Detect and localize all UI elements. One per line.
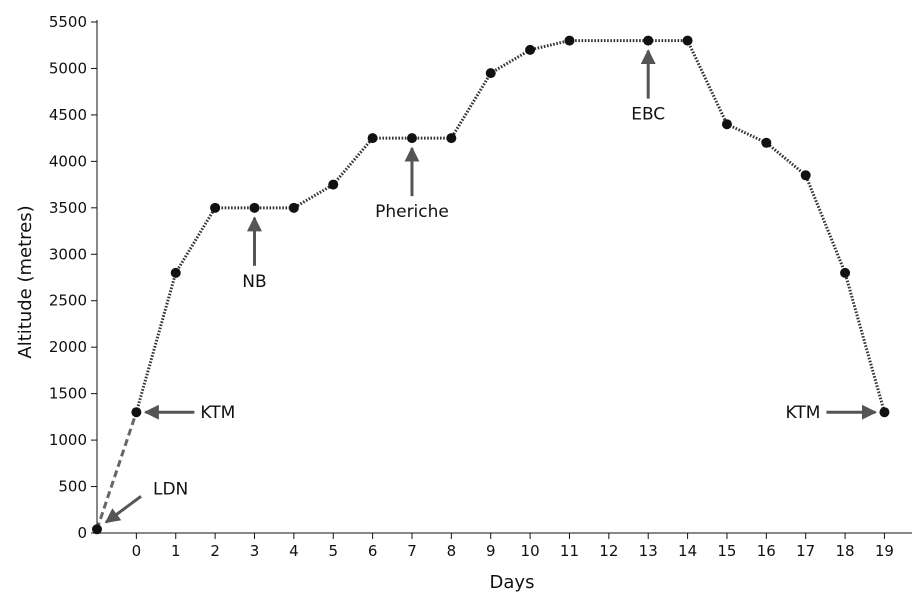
data-point xyxy=(525,44,536,55)
data-point xyxy=(367,133,378,144)
y-tick-label: 2500 xyxy=(49,292,87,310)
x-tick-label: 6 xyxy=(368,542,378,560)
x-tick-label: 8 xyxy=(447,542,457,560)
y-tick-label: 3000 xyxy=(49,245,87,263)
y-axis-title: Altitude (metres) xyxy=(15,205,36,358)
x-tick-label: 13 xyxy=(639,542,658,560)
data-point xyxy=(800,170,811,181)
x-tick-label: 1 xyxy=(171,542,181,560)
y-tick-label: 0 xyxy=(77,524,87,542)
y-tick-label: 1500 xyxy=(49,385,87,403)
data-point xyxy=(92,524,102,535)
data-point xyxy=(564,35,575,46)
x-tick-label: 14 xyxy=(678,542,697,560)
data-point xyxy=(170,267,181,278)
x-tick-label: 11 xyxy=(560,542,579,560)
y-tick-label: 4000 xyxy=(49,152,87,170)
x-tick-label: 15 xyxy=(717,542,736,560)
data-point xyxy=(721,119,732,130)
x-tick-label: 18 xyxy=(836,542,855,560)
annotation-label: KTM xyxy=(786,403,821,423)
data-point xyxy=(446,133,457,144)
annotation-arrow xyxy=(104,495,142,524)
x-tick-label: 12 xyxy=(599,542,618,560)
x-tick-label: 19 xyxy=(875,542,894,560)
data-point xyxy=(249,202,260,213)
x-tick-label: 10 xyxy=(521,542,540,560)
annotation-label: NB xyxy=(242,272,266,292)
x-axis-title: Days xyxy=(490,572,535,593)
annotations: LDN KTM NB Pheriche EBC KTM xyxy=(104,49,877,524)
data-point xyxy=(840,267,851,278)
x-tick-label: 5 xyxy=(328,542,338,560)
x-tick-label: 9 xyxy=(486,542,496,560)
data-point xyxy=(879,407,890,418)
y-tick-label: 3500 xyxy=(49,199,87,217)
data-point xyxy=(761,137,772,148)
y-tick-label: 5000 xyxy=(49,59,87,77)
y-tick-label: 500 xyxy=(58,478,87,496)
annotation-label: KTM xyxy=(200,403,235,423)
x-tick-label: 16 xyxy=(757,542,776,560)
x-tick-label: 2 xyxy=(210,542,220,560)
annotation-label: EBC xyxy=(631,105,665,125)
y-tick-label: 5500 xyxy=(49,13,87,31)
series-lines xyxy=(95,39,886,530)
data-point xyxy=(682,35,693,46)
data-point xyxy=(485,68,496,79)
annotation-label: Pheriche xyxy=(375,202,449,222)
x-tick-label: 3 xyxy=(250,542,260,560)
axes: 0 500 1000 1500 2000 2500 3000 3500 4000 4500 5000… xyxy=(49,13,912,560)
annotation-label: LDN xyxy=(153,479,188,499)
x-tick-label: 17 xyxy=(796,542,815,560)
x-tick-label: 4 xyxy=(289,542,299,560)
data-points xyxy=(92,35,890,535)
y-tick-label: 4500 xyxy=(49,106,87,124)
x-tick-label: 7 xyxy=(407,542,417,560)
data-point xyxy=(643,35,654,46)
flight-segment-line xyxy=(95,411,138,530)
data-point xyxy=(131,407,142,418)
y-tick-label: 2000 xyxy=(49,338,87,356)
data-point xyxy=(210,202,221,213)
y-tick-label: 1000 xyxy=(49,431,87,449)
x-tick-label: 0 xyxy=(132,542,142,560)
data-point xyxy=(406,133,417,144)
data-point xyxy=(288,202,299,213)
trek-series-line xyxy=(134,39,886,413)
data-point xyxy=(328,179,339,190)
